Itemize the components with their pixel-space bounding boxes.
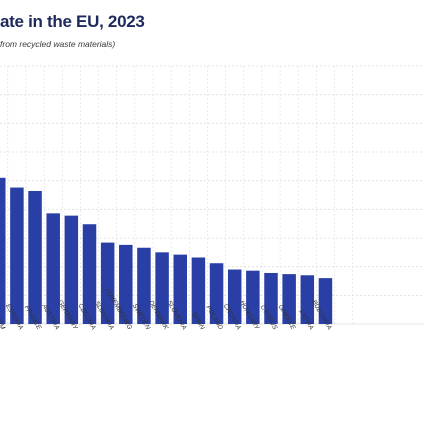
bar-croatia: [227, 269, 242, 324]
bar-sweden: [137, 247, 151, 324]
bar-germany: [64, 215, 79, 324]
bars: [0, 177, 333, 324]
bar-austria: [46, 213, 60, 324]
page-title: ate in the EU, 2023: [0, 12, 145, 31]
bar-slovenia: [173, 254, 187, 324]
bar-czechia: [82, 224, 97, 324]
bar-slovakia: [100, 242, 115, 324]
bar-hungary: [246, 270, 260, 324]
bar-belgium: [0, 177, 6, 324]
bar-latvia: [300, 275, 315, 324]
bar-denmark: [155, 252, 169, 324]
bar-france: [28, 190, 42, 324]
bar-cyprus: [264, 272, 278, 324]
grid-lines: [0, 65, 424, 325]
bar-bulgaria: [318, 278, 333, 324]
bar-greece: [282, 274, 296, 324]
chart-subtitle: from recycled waste materials): [0, 39, 116, 49]
bar-luxembourg: [119, 244, 133, 324]
bar-estonia: [10, 187, 24, 324]
bar-spain: [191, 257, 206, 324]
bar-poland: [209, 263, 224, 324]
